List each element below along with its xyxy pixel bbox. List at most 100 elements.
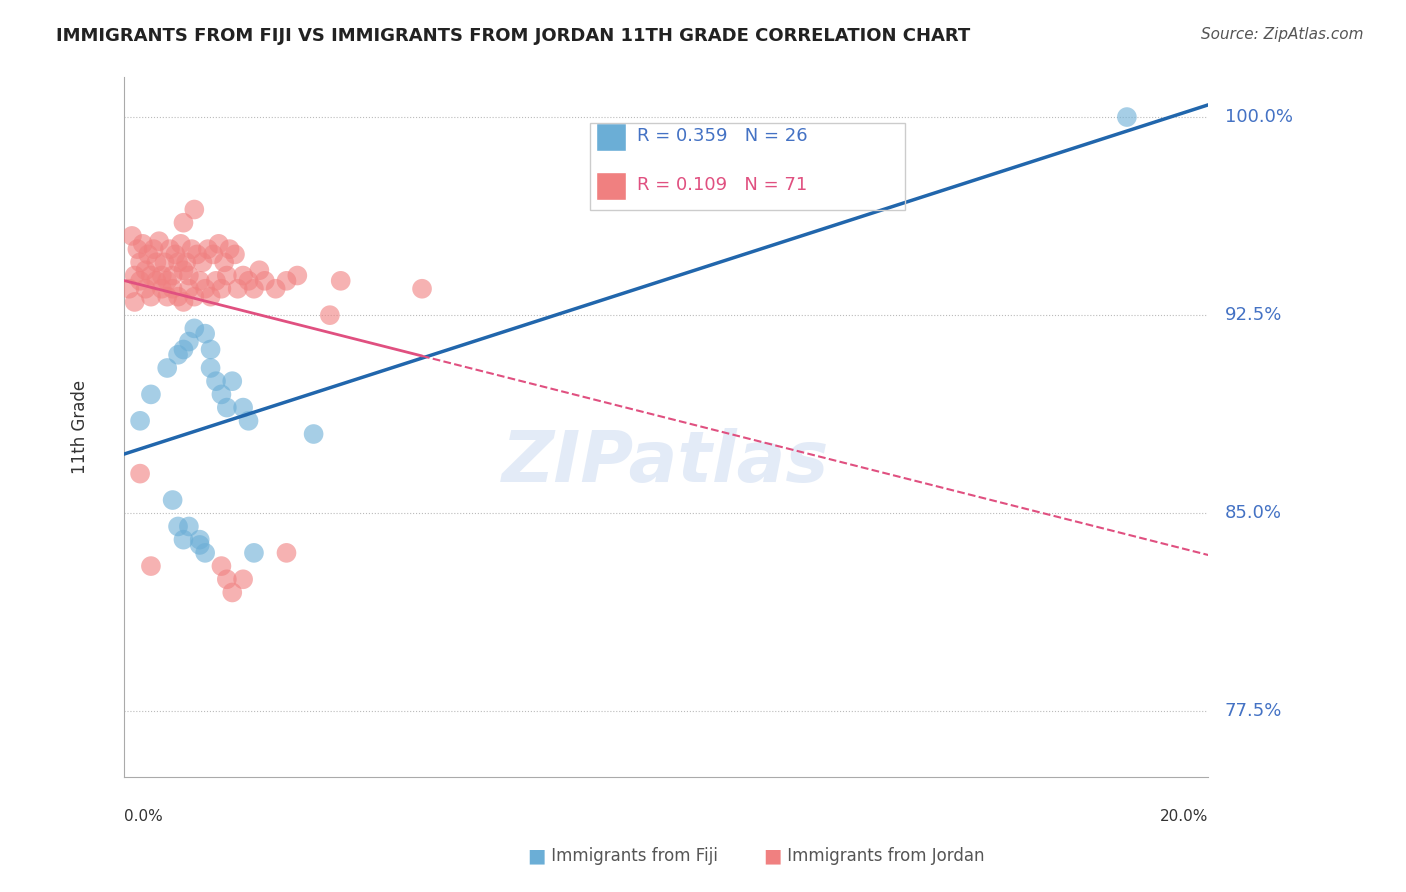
Text: ZIPatlas: ZIPatlas <box>502 428 830 497</box>
Text: Source: ZipAtlas.com: Source: ZipAtlas.com <box>1201 27 1364 42</box>
Text: IMMIGRANTS FROM FIJI VS IMMIGRANTS FROM JORDAN 11TH GRADE CORRELATION CHART: IMMIGRANTS FROM FIJI VS IMMIGRANTS FROM … <box>56 27 970 45</box>
Point <box>209 559 232 574</box>
Text: Immigrants from Fiji: Immigrants from Fiji <box>546 847 717 865</box>
Point <box>145 255 167 269</box>
Point <box>208 236 231 251</box>
Text: R = 0.109   N = 71: R = 0.109 N = 71 <box>637 176 807 194</box>
Point <box>200 361 222 376</box>
Point <box>139 290 162 304</box>
Text: ■: ■ <box>527 847 546 866</box>
Point <box>177 334 200 349</box>
Point <box>177 282 200 296</box>
Text: 85.0%: 85.0% <box>1225 504 1281 522</box>
Point <box>194 282 217 296</box>
Point <box>209 387 232 401</box>
Point <box>129 255 152 269</box>
Point <box>156 290 179 304</box>
Point <box>209 282 232 296</box>
Point <box>177 268 200 283</box>
Point <box>197 242 219 256</box>
Point <box>132 236 155 251</box>
Point <box>167 290 190 304</box>
Point <box>221 585 243 599</box>
Point <box>188 533 211 547</box>
Point <box>183 321 205 335</box>
Point <box>129 414 152 428</box>
Point <box>127 242 149 256</box>
Point <box>150 282 173 296</box>
Text: 92.5%: 92.5% <box>1225 306 1282 324</box>
Point <box>253 274 276 288</box>
Point <box>174 255 197 269</box>
Point <box>238 414 260 428</box>
Point <box>180 242 202 256</box>
Point <box>148 234 170 248</box>
Text: Immigrants from Jordan: Immigrants from Jordan <box>782 847 984 865</box>
Point <box>232 401 254 415</box>
Point <box>243 546 266 560</box>
Point <box>177 519 200 533</box>
Point <box>172 533 194 547</box>
Point <box>276 546 298 560</box>
Point <box>183 202 205 217</box>
Point <box>218 242 240 256</box>
Point <box>319 308 342 322</box>
Point <box>145 274 167 288</box>
Point <box>167 255 190 269</box>
Text: 77.5%: 77.5% <box>1225 702 1282 721</box>
Point <box>118 282 141 296</box>
Point <box>183 290 205 304</box>
Point <box>205 374 228 388</box>
Bar <box>591 123 904 211</box>
Point <box>232 268 254 283</box>
Point <box>226 282 249 296</box>
Point <box>159 242 181 256</box>
Point <box>124 295 146 310</box>
Point <box>162 493 184 508</box>
Text: R = 0.359   N = 26: R = 0.359 N = 26 <box>637 127 807 145</box>
Point <box>142 242 165 256</box>
Point <box>172 263 194 277</box>
Point <box>129 274 152 288</box>
Point <box>139 559 162 574</box>
Point <box>170 236 193 251</box>
Point <box>172 216 194 230</box>
Point <box>124 268 146 283</box>
Point <box>215 268 238 283</box>
Point <box>186 247 208 261</box>
Point <box>134 282 156 296</box>
Point <box>165 247 187 261</box>
Text: 20.0%: 20.0% <box>1160 809 1208 824</box>
Point <box>215 401 238 415</box>
Text: ■: ■ <box>763 847 782 866</box>
Point <box>329 274 352 288</box>
Point <box>150 268 173 283</box>
FancyBboxPatch shape <box>596 123 626 151</box>
Point <box>167 519 190 533</box>
Point <box>191 255 214 269</box>
Point <box>243 282 266 296</box>
Point <box>188 274 211 288</box>
Point <box>238 274 260 288</box>
Point <box>302 427 325 442</box>
Point <box>202 247 225 261</box>
Point <box>162 282 184 296</box>
Point <box>215 572 238 586</box>
Text: 0.0%: 0.0% <box>124 809 163 824</box>
Point <box>1115 110 1137 124</box>
Point <box>221 374 243 388</box>
Point <box>156 274 179 288</box>
Point <box>194 546 217 560</box>
Text: 11th Grade: 11th Grade <box>72 380 90 475</box>
Point <box>121 228 143 243</box>
Point <box>156 361 179 376</box>
Point <box>139 387 162 401</box>
Point <box>200 343 222 357</box>
Point <box>136 247 159 261</box>
Point <box>212 255 235 269</box>
Point <box>194 326 217 341</box>
Point <box>162 268 184 283</box>
Point <box>139 268 162 283</box>
Point <box>172 295 194 310</box>
Point <box>276 274 298 288</box>
